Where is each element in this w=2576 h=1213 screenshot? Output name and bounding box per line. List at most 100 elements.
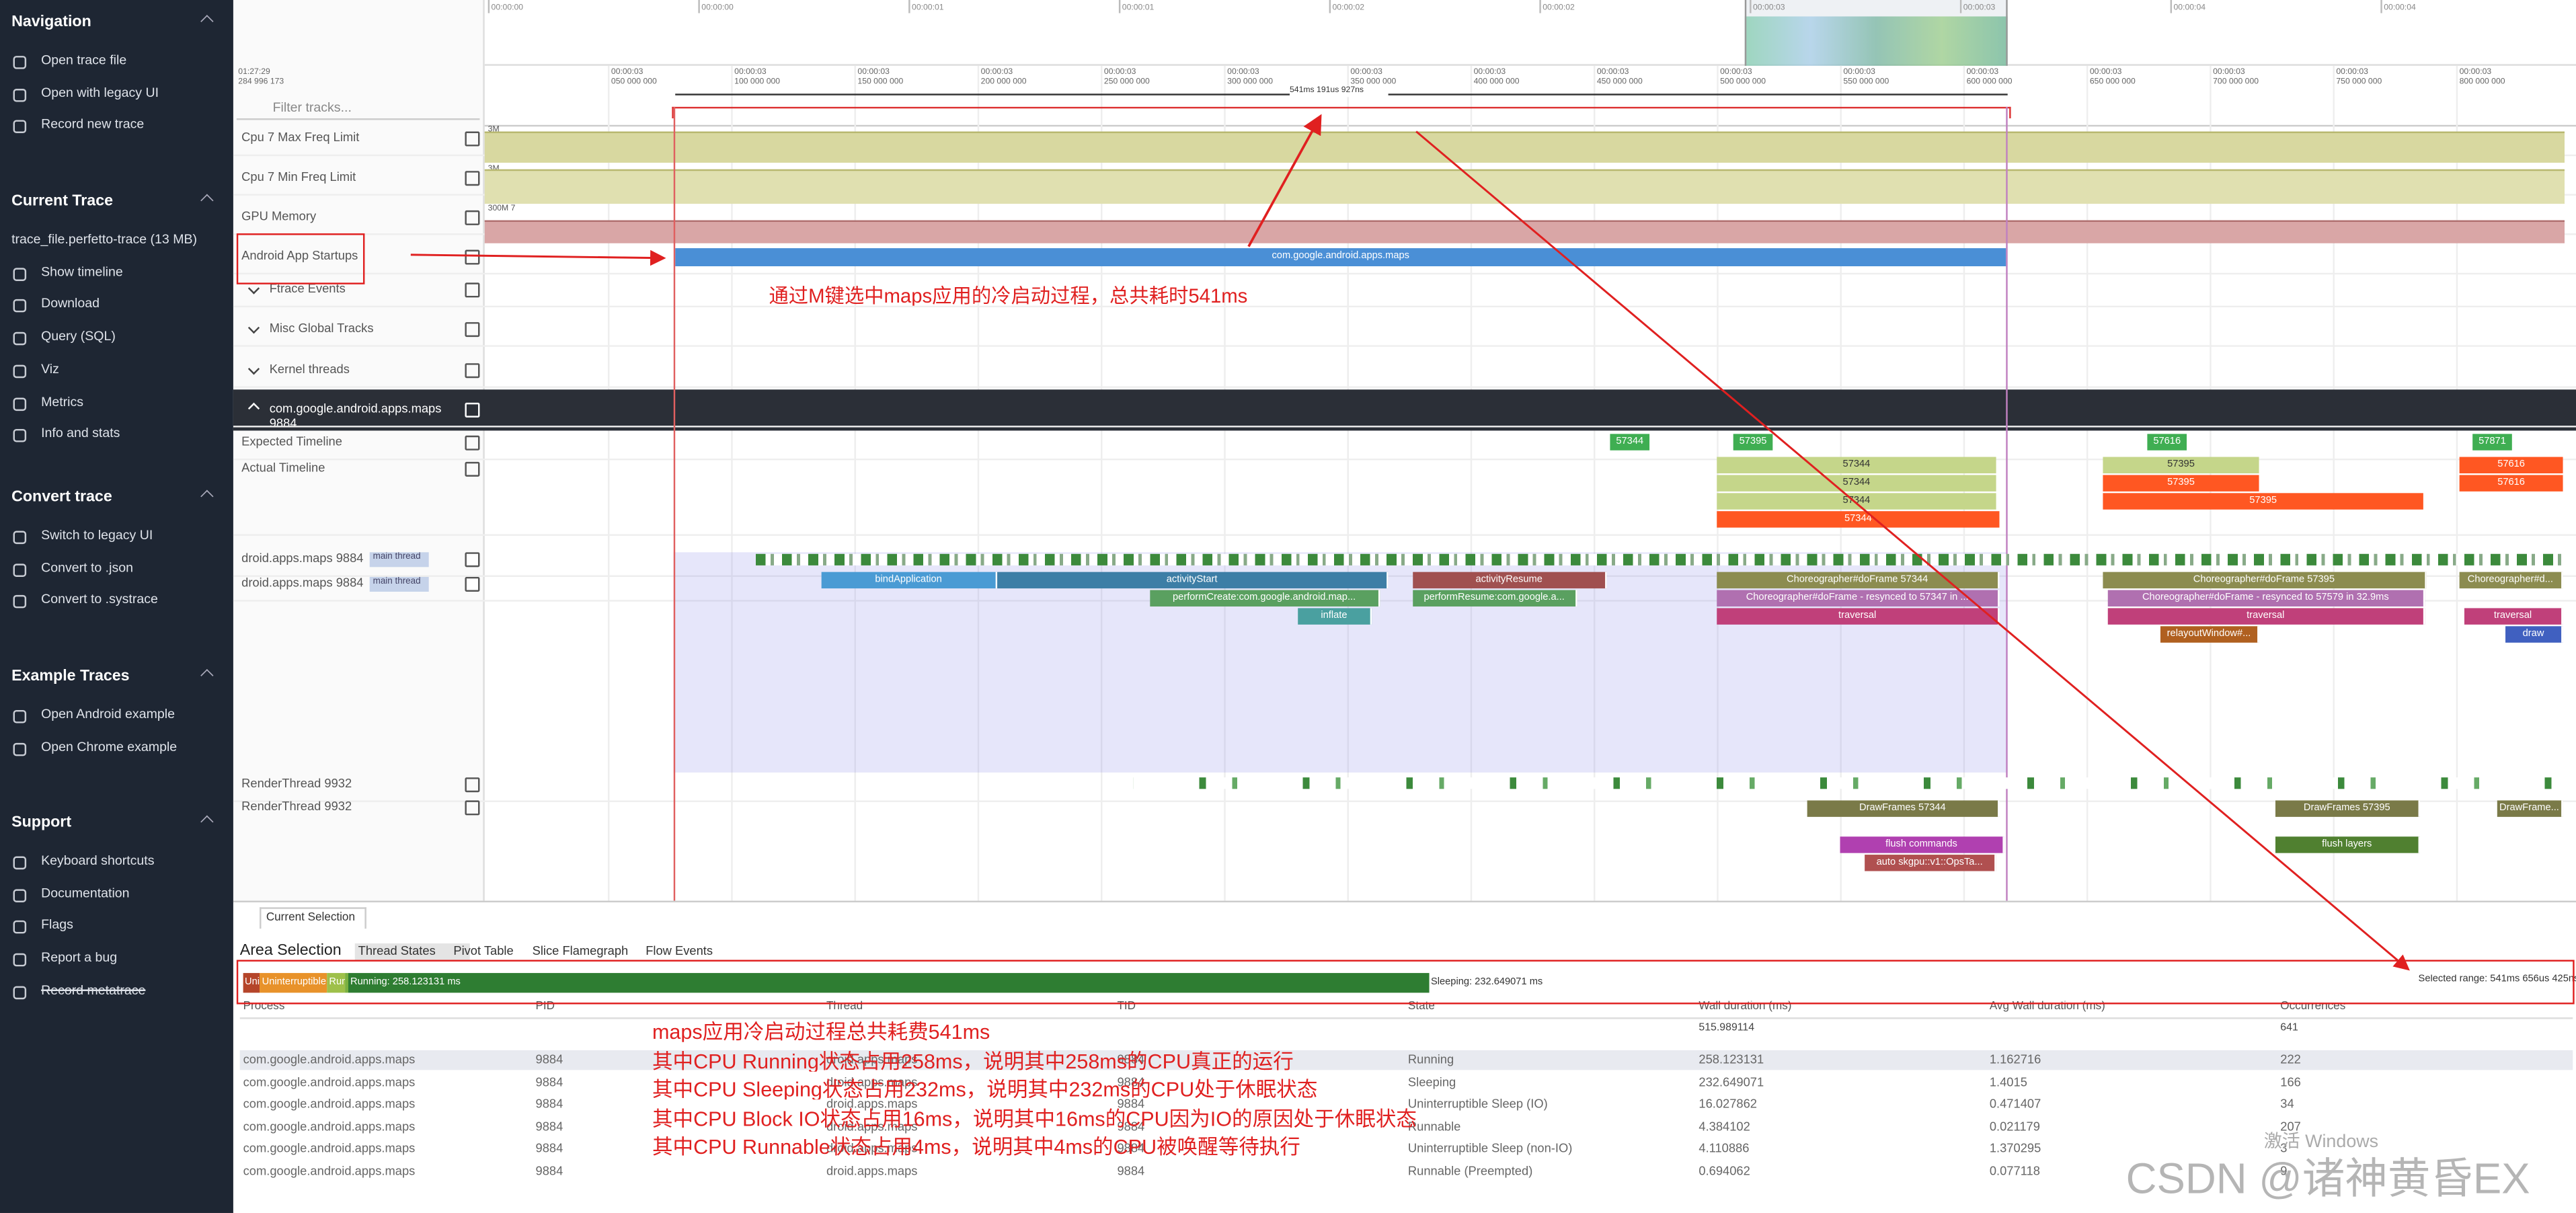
filter-placeholder[interactable]: Filter tracks... [272, 100, 352, 116]
subtab[interactable]: Slice Flamegraph [532, 943, 629, 959]
slice[interactable]: traversal [2464, 608, 2563, 625]
section-title: Navigation [11, 13, 91, 32]
icon [13, 267, 27, 281]
menu-item[interactable]: Query (SQL) [41, 329, 116, 344]
slice[interactable]: Choreographer#doFrame - resynced to 5734… [1717, 590, 2000, 606]
icon [13, 986, 27, 999]
table-cell: droid.apps.maps [826, 1052, 918, 1067]
slice[interactable]: Choreographer#doFrame - resynced to 5757… [2107, 590, 2425, 606]
slice[interactable]: traversal [1717, 608, 2000, 625]
menu-item[interactable]: Open Chrome example [41, 739, 178, 754]
menu-item[interactable]: Report a bug [41, 950, 118, 966]
slice[interactable]: flush layers [2275, 836, 2420, 853]
slice[interactable]: DrawFrames 57344 [1807, 800, 2000, 817]
overview-tick [1959, 0, 1962, 13]
menu-item[interactable]: Open with legacy UI [41, 85, 159, 100]
slice[interactable]: Choreographer#doFrame 57395 [2103, 572, 2427, 589]
slice[interactable]: DrawFrame... [2497, 800, 2563, 817]
menu-item[interactable]: Record new trace [41, 117, 145, 132]
menu-item[interactable]: Show timeline [41, 264, 123, 279]
slice[interactable]: performCreate:com.google.android.map... [1150, 590, 1380, 606]
track-divider [233, 800, 2576, 802]
table-cell: 9884 [1117, 1052, 1145, 1067]
menu-item[interactable]: Record metatrace [41, 982, 146, 998]
checkbox[interactable] [465, 777, 480, 793]
checkbox[interactable] [465, 210, 480, 225]
counter-fill [484, 131, 2565, 163]
slice[interactable]: auto skgpu::v1::OpsTa... [1865, 855, 1996, 871]
ruler-prefix: 00:00:03 [1720, 67, 1752, 77]
ruler-prefix: 00:00:03 [1596, 67, 1629, 77]
icon [13, 709, 27, 723]
checkbox[interactable] [465, 800, 480, 816]
slice[interactable]: Choreographer#d... [2459, 572, 2563, 589]
section-title: Convert trace [11, 487, 112, 506]
slice[interactable]: draw [2505, 626, 2563, 643]
panel-tab[interactable]: Current Selection [260, 907, 366, 929]
menu-item[interactable]: Open trace file [41, 52, 127, 68]
counter-fill [484, 169, 2565, 204]
state-bar-segment [346, 973, 349, 993]
slice[interactable]: activityStart [997, 572, 1389, 589]
annotation-summary: 其中CPU Block IO状态占用16ms，说明其中16ms的CPU因为IO的… [652, 1107, 1417, 1129]
track-divider [233, 386, 2576, 388]
menu-item[interactable]: Flags [41, 917, 73, 933]
table-cell: 9884 [535, 1096, 563, 1111]
slice[interactable]: Choreographer#doFrame 57344 [1717, 572, 2000, 589]
checkbox[interactable] [465, 576, 480, 592]
subtab[interactable]: Flow Events [646, 943, 713, 959]
checkbox[interactable] [465, 171, 480, 186]
checkbox[interactable] [465, 435, 480, 451]
icon [13, 953, 27, 967]
menu-item[interactable]: Metrics [41, 393, 84, 409]
checkbox[interactable] [465, 402, 480, 418]
checkbox[interactable] [465, 249, 480, 265]
slice[interactable]: performResume:com.google.a... [1413, 590, 1577, 606]
subtab[interactable]: Pivot Table [453, 943, 514, 959]
menu-item[interactable]: Documentation [41, 885, 130, 900]
ruler [484, 66, 2576, 127]
slice[interactable]: flush commands [1840, 836, 2004, 853]
slice[interactable]: bindApplication [821, 572, 998, 589]
actual-frame: 57344 [1717, 493, 1996, 510]
menu-item[interactable]: Open Android example [41, 707, 175, 722]
state-bar-segment: Run [327, 973, 346, 993]
subtab[interactable]: Thread States [354, 943, 470, 960]
menu-item[interactable]: Download [41, 296, 100, 311]
menu-item[interactable]: Info and stats [41, 426, 120, 441]
icon [13, 397, 27, 410]
table-cell: com.google.android.apps.maps [243, 1052, 416, 1067]
slice[interactable]: activityResume [1413, 572, 1607, 589]
table-cell: 0.077118 [1989, 1163, 2040, 1179]
slice[interactable]: traversal [2107, 608, 2425, 625]
thread-tag: main thread [369, 576, 429, 592]
overview-tick-label: 00:00:04 [2384, 3, 2416, 13]
checkbox[interactable] [465, 363, 480, 379]
checkbox[interactable] [465, 131, 480, 147]
table-cell: 9884 [535, 1052, 563, 1067]
overview-tick [2380, 0, 2382, 13]
ruler-tick-label: 300 000 000 [1227, 77, 1274, 87]
slice[interactable]: inflate [1298, 608, 1372, 625]
menu-item[interactable]: Keyboard shortcuts [41, 853, 155, 868]
offset: 284 996 173 [238, 77, 284, 87]
checkbox[interactable] [465, 282, 480, 298]
menu-item[interactable]: Switch to legacy UI [41, 527, 153, 543]
actual-frame: 57395 [2103, 475, 2259, 492]
slice[interactable]: relayoutWindow#... [2160, 626, 2259, 643]
checkbox[interactable] [465, 461, 480, 477]
checkbox[interactable] [465, 552, 480, 568]
actual-frame: 57344 [1717, 475, 1996, 492]
menu-item[interactable]: Viz [41, 361, 59, 377]
menu-item[interactable]: Convert to .systrace [41, 592, 158, 607]
slice[interactable]: DrawFrames 57395 [2275, 800, 2420, 817]
track-name: Misc Global Tracks [269, 320, 374, 336]
track-divider [233, 458, 2576, 461]
menu-item[interactable]: Convert to .json [41, 559, 133, 575]
checkbox[interactable] [465, 322, 480, 338]
table-cell: droid.apps.maps [826, 1096, 918, 1111]
ruler-tick-label: 600 000 000 [1966, 77, 2013, 87]
track-name: Cpu 7 Min Freq Limit [241, 169, 356, 184]
table-cell: 4.110886 [1699, 1141, 1750, 1157]
watermark: CSDN @诸神黄昏EX [2125, 1153, 2530, 1204]
